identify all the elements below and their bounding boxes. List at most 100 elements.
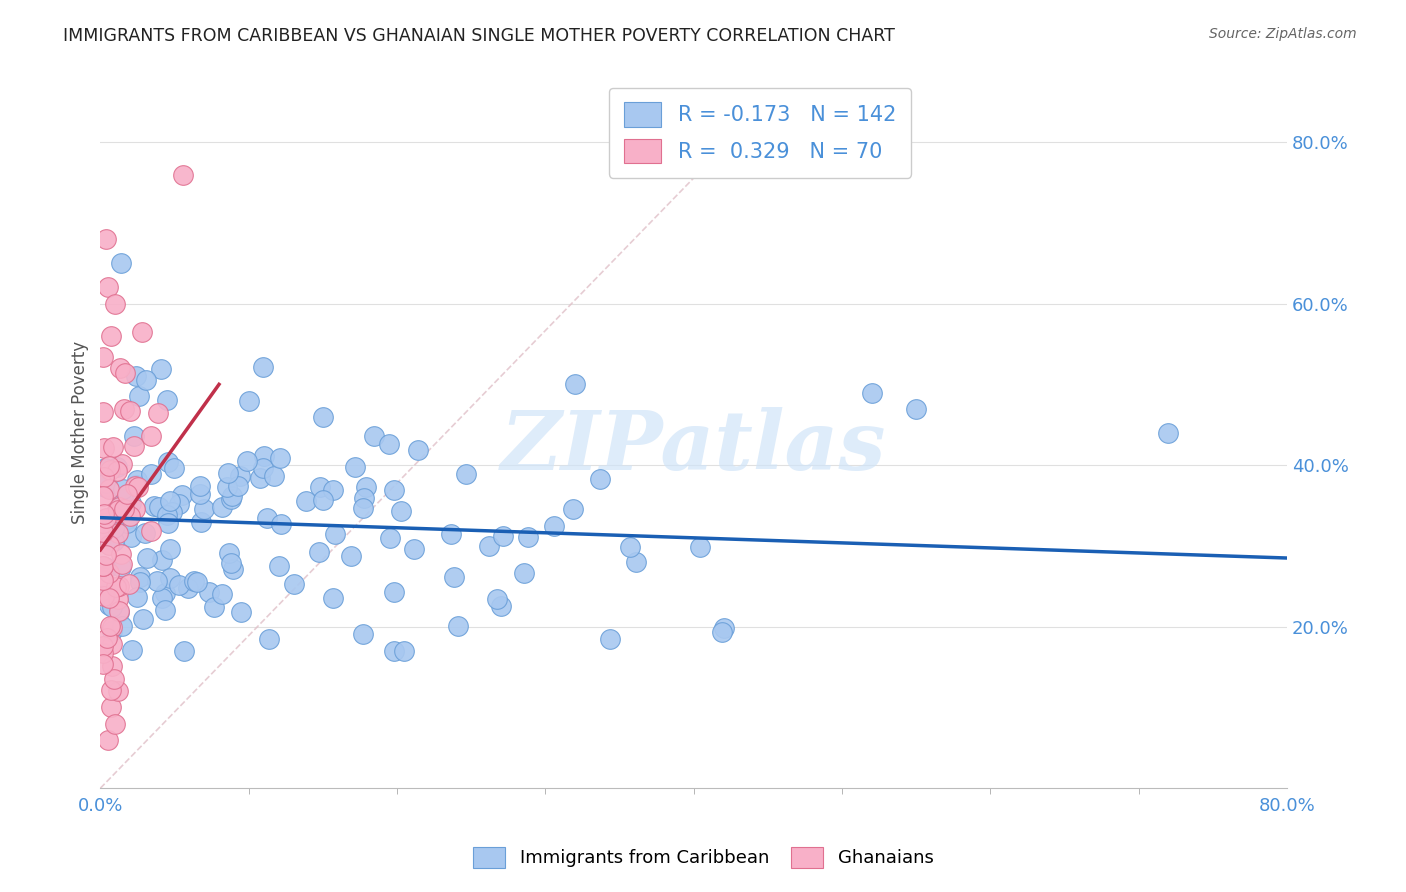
Point xyxy=(624,555,647,569)
Point xyxy=(153,586,176,600)
Point xyxy=(107,592,129,607)
Point xyxy=(98,591,121,606)
Point xyxy=(543,519,565,533)
Point xyxy=(107,684,129,698)
Point xyxy=(111,618,134,632)
Point xyxy=(218,546,240,560)
Point xyxy=(108,361,131,376)
Point xyxy=(125,473,148,487)
Point xyxy=(378,531,401,545)
Point xyxy=(91,405,114,419)
Point xyxy=(202,600,225,615)
Point xyxy=(148,500,170,515)
Point xyxy=(98,482,121,496)
Point xyxy=(564,377,586,392)
Point xyxy=(156,508,179,522)
Point xyxy=(392,644,415,658)
Point xyxy=(122,439,145,453)
Point xyxy=(125,369,148,384)
Point xyxy=(193,502,215,516)
Point xyxy=(312,409,335,424)
Point xyxy=(127,480,149,494)
Point xyxy=(101,599,124,614)
Text: IMMIGRANTS FROM CARIBBEAN VS GHANAIAN SINGLE MOTHER POVERTY CORRELATION CHART: IMMIGRANTS FROM CARIBBEAN VS GHANAIAN SI… xyxy=(63,27,896,45)
Point xyxy=(141,467,163,481)
Point xyxy=(211,587,233,601)
Point xyxy=(269,450,291,465)
Point xyxy=(860,386,883,401)
Point xyxy=(217,466,239,480)
Point xyxy=(378,437,401,451)
Point xyxy=(112,482,135,496)
Point xyxy=(94,476,117,491)
Point xyxy=(408,442,430,457)
Point xyxy=(619,540,641,554)
Point xyxy=(169,577,191,591)
Point xyxy=(97,532,120,546)
Point xyxy=(139,524,162,538)
Point xyxy=(139,429,162,443)
Point xyxy=(190,515,212,529)
Point xyxy=(354,481,377,495)
Point xyxy=(486,591,509,606)
Point xyxy=(128,389,150,403)
Point xyxy=(105,460,128,475)
Point xyxy=(562,502,585,516)
Point xyxy=(440,527,463,541)
Point xyxy=(263,469,285,483)
Point xyxy=(135,550,157,565)
Point xyxy=(447,619,470,633)
Point xyxy=(713,621,735,635)
Point xyxy=(353,491,375,506)
Point xyxy=(323,527,346,541)
Point xyxy=(159,542,181,557)
Point xyxy=(389,503,412,517)
Point xyxy=(122,428,145,442)
Point xyxy=(443,570,465,584)
Point xyxy=(188,487,211,501)
Point xyxy=(159,493,181,508)
Point xyxy=(121,643,143,657)
Point xyxy=(160,505,183,519)
Point xyxy=(91,573,114,587)
Point xyxy=(91,646,114,660)
Point xyxy=(100,517,122,532)
Point xyxy=(308,545,330,559)
Point xyxy=(91,525,114,540)
Point xyxy=(257,632,280,646)
Point xyxy=(322,483,344,497)
Point xyxy=(110,255,132,269)
Point xyxy=(252,461,274,475)
Point xyxy=(96,631,118,645)
Point xyxy=(98,566,121,580)
Point xyxy=(91,489,114,503)
Point xyxy=(228,468,250,483)
Point xyxy=(93,589,115,603)
Point xyxy=(308,479,330,493)
Point xyxy=(98,619,121,633)
Point xyxy=(120,496,142,510)
Point xyxy=(120,530,142,544)
Point xyxy=(219,491,242,506)
Point xyxy=(253,449,276,463)
Point xyxy=(100,683,122,698)
Point xyxy=(135,373,157,387)
Point xyxy=(177,581,200,595)
Point xyxy=(125,477,148,491)
Point xyxy=(150,591,173,605)
Point xyxy=(454,467,477,482)
Point xyxy=(118,404,141,418)
Point xyxy=(382,644,405,658)
Point xyxy=(1157,425,1180,440)
Point xyxy=(159,571,181,585)
Point xyxy=(120,508,142,523)
Point xyxy=(124,478,146,492)
Point xyxy=(163,461,186,475)
Point xyxy=(104,716,127,731)
Point xyxy=(94,559,117,574)
Point xyxy=(103,673,125,687)
Point xyxy=(132,612,155,626)
Point xyxy=(97,458,120,473)
Point xyxy=(91,524,114,539)
Legend: Immigrants from Caribbean, Ghanaians: Immigrants from Caribbean, Ghanaians xyxy=(461,836,945,879)
